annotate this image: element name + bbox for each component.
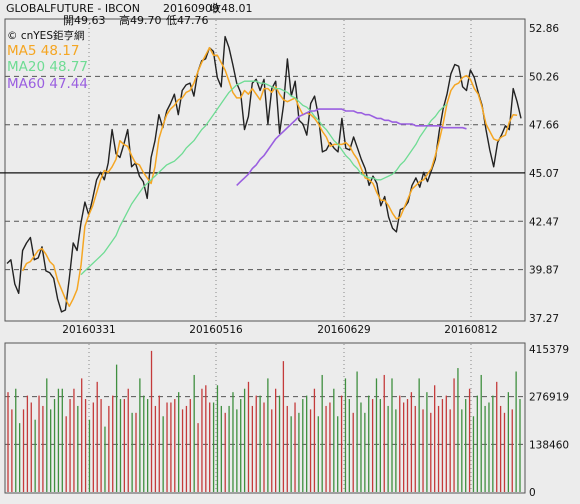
price-lines [6, 35, 522, 313]
x-tick-label: 20160331 [62, 324, 115, 336]
volume-panel [4, 342, 526, 494]
header-low: 低47.76 [166, 14, 209, 27]
x-tick-label: 20160516 [189, 324, 243, 336]
x-tick-label: 20160812 [444, 324, 497, 336]
legend-ma60: MA60 47.44 [7, 76, 88, 92]
volume-y-tick-label: 276919 [529, 392, 569, 404]
series-line-price [6, 35, 522, 313]
y-tick-label: 47.66 [529, 120, 559, 132]
volume-y-tick-label: 415379 [529, 344, 569, 356]
price-panel [4, 18, 526, 322]
y-tick-label: 39.87 [529, 265, 559, 277]
x-tick-label: 20160629 [317, 324, 370, 336]
legend-ma20: MA20 48.77 [7, 59, 88, 75]
axis-labels: 20160331 20160516 20160629 20160812 52.86 50.… [62, 23, 569, 499]
header-open: 開49.63 [63, 14, 106, 27]
legend-source: © cnYES鉅亨網 [7, 29, 84, 42]
y-tick-label: 45.07 [529, 168, 559, 180]
y-tick-label: 50.26 [529, 71, 559, 83]
volume-bars [7, 350, 521, 492]
y-tick-label: 52.86 [529, 23, 559, 35]
volume-y-tick-label: 0 [529, 487, 536, 499]
header-date: 20160909 [163, 2, 219, 15]
series-line-ma20 [80, 80, 448, 276]
header-close: 收48.01 [210, 1, 253, 15]
header-high: 高49.70 [119, 13, 162, 27]
y-tick-label: 37.27 [529, 313, 559, 325]
header-symbol: GLOBALFUTURE - IBCON [6, 2, 140, 15]
series-line-ma60 [236, 108, 467, 186]
series-line-ma5 [21, 46, 518, 308]
volume-y-tick-label: 138460 [529, 439, 569, 451]
y-tick-label: 42.47 [529, 216, 559, 228]
legend-ma5: MA5 48.17 [7, 43, 79, 59]
